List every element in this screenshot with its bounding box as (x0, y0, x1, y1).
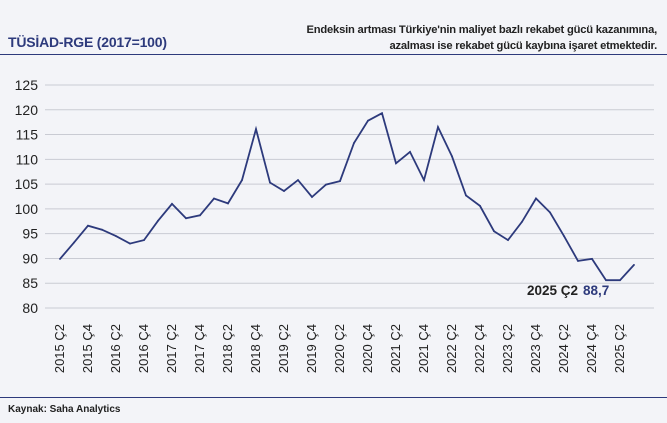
data-point (227, 202, 229, 205)
y-tick-label: 90 (22, 250, 38, 266)
y-tick-label: 115 (16, 127, 39, 143)
data-point (521, 220, 523, 223)
x-tick-label: 2015 Ç4 (80, 324, 95, 373)
series-line (59, 111, 635, 282)
chart-note-line-1: Endeksin artması Türkiye'nin maliyet baz… (306, 24, 658, 36)
y-tick-label: 105 (15, 176, 39, 192)
data-point (297, 179, 299, 182)
data-point (507, 239, 509, 242)
data-point (171, 203, 173, 205)
data-point (563, 235, 565, 238)
chart-note-line-2: azalması ise rekabet gücü kaybına işaret… (389, 40, 657, 52)
data-point (409, 151, 411, 153)
annotation-label: 2025 Ç2 (527, 283, 578, 298)
data-point (381, 112, 383, 115)
data-point (213, 197, 215, 200)
y-tick-label: 120 (15, 102, 39, 118)
annotation-group: 2025 Ç2 88,7 (527, 283, 609, 298)
data-point (115, 235, 117, 238)
data-point (353, 142, 355, 144)
y-tick-label: 110 (16, 151, 39, 167)
x-tick-label: 2024 Ç4 (584, 324, 599, 373)
source-note: Kaynak: Saha Analytics (8, 404, 121, 415)
data-point (605, 279, 607, 282)
x-tick-label: 2023 Ç2 (500, 324, 515, 373)
data-point (255, 128, 257, 131)
x-tick-label: 2024 Ç2 (556, 324, 571, 373)
data-point (493, 230, 495, 233)
data-point (311, 196, 313, 198)
x-tick-label: 2020 Ç2 (332, 324, 347, 373)
y-tick-label: 100 (15, 201, 39, 217)
data-point (87, 224, 89, 227)
x-tick-label: 2025 Ç2 (612, 324, 627, 373)
data-point (283, 190, 285, 192)
x-tick-label: 2023 Ç4 (528, 324, 543, 373)
footer-rule (0, 397, 667, 398)
data-point (437, 126, 439, 129)
y-tick-label: 85 (22, 275, 38, 291)
data-point (619, 279, 621, 282)
x-tick-label: 2016 Ç2 (108, 324, 123, 373)
x-tick-label: 2019 Ç2 (276, 324, 291, 373)
data-point (395, 162, 397, 165)
x-tick-label: 2021 Ç2 (388, 324, 403, 373)
y-tick-label: 125 (15, 77, 39, 93)
data-point (535, 197, 537, 200)
data-point (465, 194, 467, 197)
data-point (129, 242, 131, 245)
y-axis-ticks: 80 85 90 95 100 105 110 115 120 125 (15, 77, 39, 316)
data-point (549, 211, 551, 214)
x-tick-label: 2020 Ç4 (360, 324, 375, 373)
data-point (479, 205, 481, 207)
data-point (73, 241, 75, 244)
x-axis-ticks: 2015 Ç2 2015 Ç4 2016 Ç2 2016 Ç4 2017 Ç2 2017 … (52, 324, 627, 373)
data-point (423, 179, 425, 182)
data-point (101, 228, 103, 231)
data-point (633, 263, 635, 266)
data-point (185, 217, 187, 220)
y-tick-label: 80 (22, 300, 38, 316)
x-tick-label: 2017 Ç4 (192, 324, 207, 373)
data-point (591, 258, 593, 260)
x-tick-label: 2021 Ç4 (416, 324, 431, 373)
data-point (325, 183, 327, 186)
annotation-value: 88,7 (583, 283, 609, 298)
data-point (269, 181, 271, 184)
x-tick-label: 2017 Ç2 (164, 324, 179, 373)
grid-lines (45, 84, 654, 309)
data-point (577, 260, 579, 262)
chart-title: TÜSİAD-RGE (2017=100) (8, 34, 167, 50)
data-point (199, 214, 201, 217)
x-tick-label: 2018 Ç4 (248, 324, 263, 373)
y-tick-label: 95 (22, 226, 38, 242)
data-point (367, 119, 369, 122)
series-group (59, 111, 635, 282)
data-point (157, 219, 159, 222)
x-tick-label: 2015 Ç2 (52, 324, 67, 373)
chart-note: Endeksin artması Türkiye'nin maliyet baz… (307, 22, 658, 54)
x-tick-label: 2016 Ç4 (136, 324, 151, 373)
data-point (241, 179, 243, 182)
data-point (59, 258, 61, 260)
data-point (451, 155, 453, 158)
x-tick-label: 2022 Ç4 (472, 324, 487, 373)
x-tick-label: 2022 Ç2 (444, 324, 459, 373)
header-rule (0, 54, 667, 55)
data-point (339, 180, 341, 183)
data-point (143, 239, 145, 242)
x-tick-label: 2019 Ç4 (304, 324, 319, 373)
x-tick-label: 2018 Ç2 (220, 324, 235, 373)
